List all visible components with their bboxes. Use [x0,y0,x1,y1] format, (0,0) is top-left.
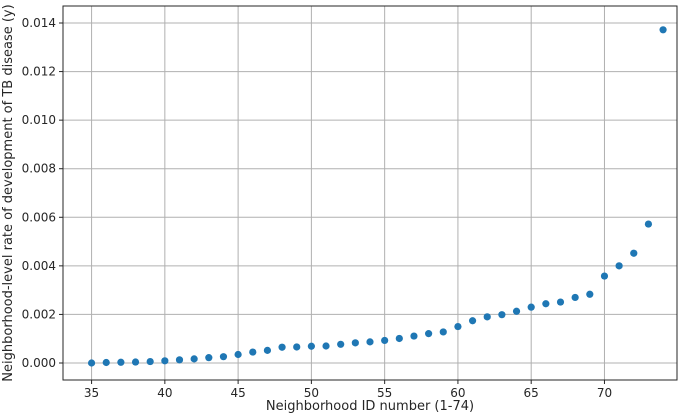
x-tick-label: 50 [304,386,319,400]
y-tick-label: 0.012 [22,65,56,79]
data-point [263,346,272,354]
data-point [307,342,315,350]
y-axis-label: Neighborhood-level rate of development o… [1,4,16,381]
data-point [381,336,389,345]
data-point [219,353,228,361]
x-tick-label: 55 [377,386,392,400]
x-tick-label: 70 [597,386,612,400]
x-tick-label: 35 [84,386,99,400]
data-point [571,293,579,302]
data-point [337,340,345,348]
y-axis-ticks: 0.000 0.002 0.004 0.006 0.008 0.010 0.012 0.014 [22,16,63,370]
data-point [454,322,462,331]
data-point [351,339,359,347]
x-tick-label: 65 [524,386,539,400]
y-tick-label: 0.014 [22,16,56,30]
data-point [175,356,184,364]
data-point [322,342,330,350]
y-tick-label: 0.008 [22,162,56,176]
data-point [395,334,403,343]
data-point [600,272,609,280]
data-point [615,262,623,270]
x-axis-ticks: 35 40 45 50 55 60 65 70 [84,380,612,400]
data-point [586,290,594,298]
data-point [146,357,154,366]
data-point [87,359,96,367]
data-point [410,332,418,340]
data-point [556,298,565,306]
data-point [512,307,521,315]
data-point [131,358,140,366]
x-axis-label: Neighborhood ID number (1-74) [266,399,474,414]
data-point [498,311,506,319]
plot-frame [62,5,678,381]
data-point [102,358,110,367]
data-point [117,358,125,366]
x-tick-label: 60 [450,386,465,400]
y-tick-label: 0.000 [22,356,56,370]
data-point [425,330,433,338]
x-tick-label: 45 [230,386,245,400]
data-point [249,348,257,356]
data-point [278,343,286,351]
data-point [483,313,491,321]
data-point [161,357,169,365]
data-point [659,26,667,34]
y-tick-label: 0.004 [22,259,56,273]
data-point [205,354,213,362]
data-point [293,343,301,351]
data-point [630,249,638,257]
x-tick-label: 40 [157,386,172,400]
grid-lines [63,6,677,380]
data-point [527,303,535,311]
data-point [366,338,374,346]
y-tick-label: 0.006 [22,210,56,224]
data-point [234,350,242,359]
y-tick-label: 0.010 [22,113,56,127]
data-point [439,328,447,336]
data-points [87,26,667,367]
data-point [190,355,198,363]
y-tick-label: 0.002 [22,307,56,321]
data-point [644,220,653,228]
data-point [542,300,550,308]
data-point [468,317,477,325]
